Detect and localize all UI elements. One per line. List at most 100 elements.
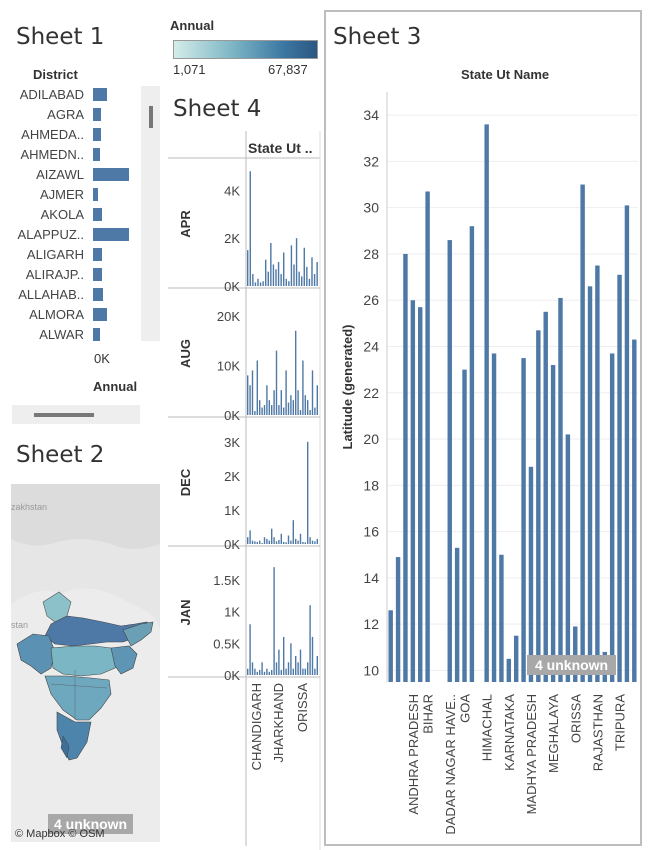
sheet4-bar[interactable] (297, 540, 299, 544)
sheet4-bar[interactable] (314, 541, 316, 544)
sheet4-bar[interactable] (259, 400, 261, 415)
sheet4-x-tick-label[interactable]: CHANDIGARH (249, 683, 264, 770)
sheet3-bar[interactable] (410, 300, 416, 682)
sheet3-x-tick-label[interactable]: ANDHRA PRADESH (406, 694, 421, 815)
sheet3-bar[interactable] (580, 184, 585, 682)
sheet2-map[interactable]: zakhstan stan (11, 484, 160, 842)
sheet4-bar[interactable] (275, 662, 278, 675)
sheet4-bar[interactable] (283, 541, 285, 544)
sheet3-x-tick-label[interactable]: TRIPURA (613, 694, 628, 751)
sheet4-bar[interactable] (263, 671, 266, 675)
sheet3-x-tick-label[interactable]: GOA (458, 694, 473, 723)
sheet1-row-label[interactable]: ALMORA (29, 307, 84, 322)
sheet4-bar[interactable] (316, 655, 318, 675)
sheet4-bar[interactable] (278, 539, 280, 544)
sheet4-bar[interactable] (307, 441, 309, 544)
sheet4-bar[interactable] (293, 264, 295, 286)
sheet3-unknown-badge[interactable]: 4 unknown (527, 655, 617, 675)
sheet4-bar[interactable] (270, 242, 272, 286)
sheet3-bar[interactable] (595, 265, 600, 682)
sheet4-bar[interactable] (287, 402, 290, 415)
sheet1-bar[interactable] (93, 268, 102, 281)
sheet3-bar[interactable] (462, 369, 467, 682)
sheet4-bar[interactable] (288, 281, 290, 286)
sheet4-bar[interactable] (303, 247, 305, 286)
sheet4-x-tick-label[interactable]: ORISSA (295, 683, 310, 732)
sheet3-bar[interactable] (425, 191, 430, 682)
sheet4-bar[interactable] (290, 540, 292, 544)
sheet4-bar[interactable] (290, 395, 292, 415)
sheet4-bar[interactable] (254, 668, 256, 675)
sheet4-bar[interactable] (285, 542, 287, 544)
sheet3-bar[interactable] (484, 124, 489, 683)
sheet4-bar[interactable] (280, 274, 282, 286)
sheet4-x-tick-label[interactable]: JHARKHAND (271, 683, 286, 762)
sheet1-row-label[interactable]: AJMER (39, 187, 84, 202)
sheet4-bar[interactable] (316, 538, 318, 544)
sheet4-bar[interactable] (295, 655, 297, 675)
sheet4-row-label[interactable]: AUG (178, 339, 193, 368)
sheet4-bar[interactable] (283, 252, 285, 286)
sheet4-bar[interactable] (271, 528, 273, 544)
sheet4-bar[interactable] (307, 400, 309, 415)
sheet3-bar[interactable] (447, 240, 452, 682)
sheet4-bar[interactable] (292, 520, 294, 544)
sheet3-x-tick-label[interactable]: KARNATAKA (502, 694, 517, 771)
sheet4-bar[interactable] (247, 537, 249, 544)
sheet4-row-label[interactable]: DEC (178, 468, 193, 496)
sheet1-row-label[interactable]: AIZAWL (36, 167, 84, 182)
sheet4-bar[interactable] (309, 410, 311, 415)
sheet4-bar[interactable] (307, 662, 309, 675)
sheet3-bar[interactable] (536, 330, 541, 682)
sheet4-bar[interactable] (275, 269, 277, 286)
sheet1-bar[interactable] (93, 148, 100, 161)
sheet1-bar[interactable] (93, 228, 130, 241)
sheet3-bar[interactable] (395, 557, 401, 682)
sheet4-bar[interactable] (311, 636, 314, 675)
sheet4-bar[interactable] (247, 668, 249, 675)
sheet4-bar[interactable] (251, 540, 254, 544)
sheet3-bar[interactable] (499, 554, 504, 682)
sheet4-bar[interactable] (304, 395, 306, 415)
sheet4-bar[interactable] (261, 407, 263, 415)
sheet1-bar[interactable] (93, 208, 102, 221)
sheet3-bar[interactable] (521, 358, 526, 682)
sheet1-row-label[interactable]: ALWAR (39, 327, 84, 342)
sheet3-x-tick-label[interactable]: BIHAR (421, 694, 436, 734)
sheet3-bar[interactable] (624, 205, 630, 682)
sheet4-bar[interactable] (249, 171, 251, 286)
sheet1-vertical-scroll-thumb[interactable] (149, 106, 153, 128)
sheet4-bar[interactable] (297, 390, 299, 415)
sheet4-bar[interactable] (268, 400, 270, 415)
sheet4-bar[interactable] (295, 330, 297, 415)
sheet4-bar[interactable] (263, 405, 266, 415)
sheet3-bar[interactable] (454, 547, 460, 682)
sheet3-bar[interactable] (418, 307, 423, 682)
sheet4-bar[interactable] (267, 271, 269, 286)
sheet4-bar[interactable] (280, 390, 282, 415)
sheet2-attribution[interactable]: © Mapbox © OSM (15, 828, 105, 840)
sheet4-bar[interactable] (256, 541, 258, 544)
sheet1-bar[interactable] (93, 188, 98, 201)
sheet4-bar[interactable] (299, 649, 302, 675)
sheet1-bar[interactable] (93, 308, 107, 321)
sheet4-bar[interactable] (302, 360, 304, 416)
sheet3-bar[interactable] (403, 253, 408, 682)
sheet4-bar[interactable] (261, 542, 263, 544)
sheet4-bar[interactable] (273, 537, 275, 544)
sheet4-bar[interactable] (299, 533, 302, 544)
sheet3-x-tick-label[interactable]: RAJASTHAN (590, 694, 605, 771)
sheet4-bar[interactable] (314, 668, 316, 675)
sheet4-bar[interactable] (259, 669, 261, 675)
sheet4-bar[interactable] (309, 605, 311, 675)
sheet4-bar[interactable] (271, 405, 273, 415)
sheet4-bar[interactable] (285, 370, 287, 415)
sheet4-bar[interactable] (272, 264, 275, 286)
sheet3-x-tick-label[interactable]: ORISSA (568, 694, 583, 743)
sheet3-bar[interactable] (587, 286, 593, 682)
sheet3-bar[interactable] (617, 274, 622, 682)
sheet4-bar[interactable] (306, 266, 308, 286)
sheet4-bar[interactable] (295, 538, 297, 544)
sheet3-bar[interactable] (506, 658, 512, 682)
sheet4-bar[interactable] (304, 668, 306, 675)
